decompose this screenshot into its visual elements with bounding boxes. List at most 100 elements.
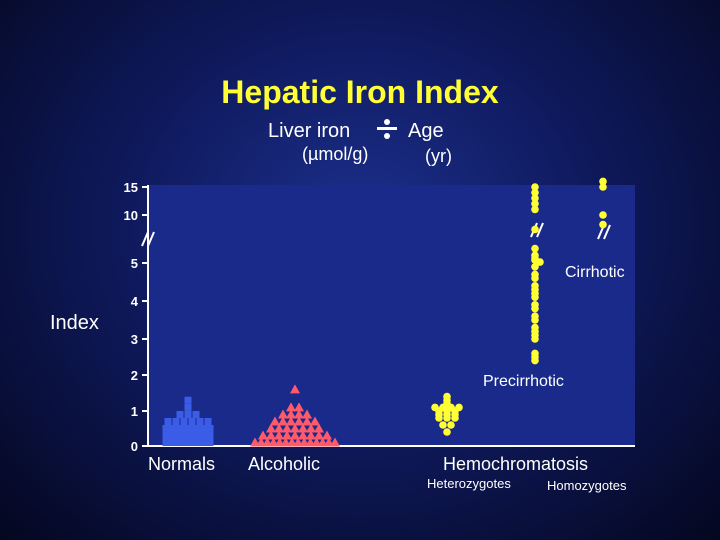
normals-point-33 <box>200 425 208 432</box>
heterozygotes-point-1 <box>439 421 447 429</box>
alcoholic-point-9 <box>274 423 284 433</box>
formula-numerator: Liver iron <box>268 120 351 142</box>
normals-point-37 <box>206 425 214 432</box>
chart-title: Hepatic Iron Index <box>221 74 499 110</box>
alcoholic-point-35 <box>314 430 324 440</box>
normals-point-19 <box>181 425 189 432</box>
alcoholic-point-8 <box>274 430 284 440</box>
homozygotes-point-6 <box>531 323 539 332</box>
homozygotes-point-23 <box>531 225 539 234</box>
formula-numerator-unit: (µmol/g) <box>302 144 369 164</box>
alcoholic-point-14 <box>278 416 288 426</box>
homozygotes-point-25 <box>531 200 539 208</box>
normals-point-28 <box>195 432 203 439</box>
alcoholic-point-30 <box>306 430 316 440</box>
y-tick-label: 15 <box>124 180 138 195</box>
y-tick-label: 4 <box>131 294 139 309</box>
heterozygotes-point-4 <box>431 403 439 412</box>
heterozygotes-point-18 <box>455 403 463 412</box>
alcoholic-point-24 <box>298 430 308 440</box>
alcoholic-point-33 <box>302 409 312 419</box>
alcoholic-point-31 <box>306 423 316 433</box>
alcoholic-point-13 <box>282 423 292 433</box>
alcoholic-point-5 <box>266 430 276 440</box>
homozygotes-point-21 <box>531 251 539 260</box>
normals-point-29 <box>193 425 201 432</box>
alcoholic-point-20 <box>286 409 296 419</box>
homozygotes-point-8 <box>531 312 539 321</box>
homozygotes-point-31 <box>599 183 607 191</box>
alcoholic-point-10 <box>270 416 280 426</box>
normals-point-12 <box>175 425 183 432</box>
subcategory-label-homozygotes: Homozygotes <box>547 478 627 493</box>
homozygotes-point-29 <box>599 220 607 229</box>
y-tick-label: 3 <box>131 332 138 347</box>
annotation-cirrhotic: Cirrhotic <box>565 264 625 281</box>
homozygotes-point-28 <box>531 183 539 191</box>
normals-point-23 <box>190 432 197 439</box>
alcoholic-point-37 <box>310 416 320 426</box>
normals-point-24 <box>187 425 195 432</box>
normals-point-34 <box>204 418 212 425</box>
normals-point-16 <box>184 396 192 404</box>
homozygotes-point-27 <box>531 188 539 197</box>
alcoholic-point-22 <box>290 384 300 394</box>
normals-point-27 <box>196 439 204 446</box>
homozygotes-point-17 <box>531 263 539 271</box>
normals-point-7 <box>173 432 181 439</box>
y-tick-label: 2 <box>131 368 138 383</box>
normals-point-14 <box>176 411 184 418</box>
heterozygotes-point-0 <box>443 428 451 436</box>
alcoholic-point-42 <box>330 437 340 447</box>
normals-point-30 <box>196 418 204 425</box>
alcoholic-point-28 <box>294 402 304 412</box>
y-tick-label: 5 <box>131 256 138 271</box>
alcoholic-point-32 <box>302 416 312 426</box>
normals-point-17 <box>186 439 194 446</box>
y-tick-label: 0 <box>131 439 138 454</box>
heterozygotes-point-5 <box>447 421 455 429</box>
normals-point-1 <box>167 439 175 446</box>
normals-point-11 <box>179 432 186 439</box>
heterozygotes-point-16 <box>443 396 451 405</box>
category-label-normals: Normals <box>148 454 216 474</box>
normals-point-3 <box>172 439 180 446</box>
subcategory-label-heterozygotes: Heterozygotes <box>427 476 511 491</box>
alcoholic-point-17 <box>290 430 300 440</box>
divide-icon <box>377 118 397 142</box>
homozygotes-point-2 <box>531 349 539 358</box>
normals-point-9 <box>164 418 172 425</box>
homozygotes-point-16 <box>531 270 539 279</box>
normals-point-36 <box>206 432 214 439</box>
alcoholic-point-27 <box>294 409 304 419</box>
y-axis-break-mark <box>147 231 155 247</box>
alcoholic-point-26 <box>294 416 304 426</box>
alcoholic-point-21 <box>286 402 296 412</box>
homozygotes-point-14 <box>531 282 539 290</box>
normals-point-35 <box>206 439 214 446</box>
alcoholic-point-39 <box>322 430 332 440</box>
alcoholic-point-36 <box>314 423 324 433</box>
normals-point-31 <box>201 439 209 446</box>
alcoholic-point-18 <box>290 423 300 433</box>
formula-denominator-unit: (yr) <box>425 146 452 166</box>
alcoholic-point-19 <box>286 416 296 426</box>
normals-point-0 <box>162 439 170 446</box>
y-tick-label: 10 <box>124 208 138 223</box>
normals-point-18 <box>184 432 192 439</box>
y-axis-label: Index <box>50 312 99 334</box>
alcoholic-point-12 <box>282 430 292 440</box>
heterozygotes-point-11 <box>435 410 443 419</box>
homozygotes-point-24 <box>531 205 539 214</box>
homozygotes-point-26 <box>531 194 539 202</box>
normals-point-5 <box>162 425 170 432</box>
alcoholic-point-6 <box>266 423 276 433</box>
alcoholic-point-3 <box>258 430 268 440</box>
heterozygotes-point-17 <box>451 410 459 419</box>
normals-point-4 <box>168 432 175 439</box>
heterozygotes-point-13 <box>439 403 447 412</box>
homozygotes-point-10 <box>531 301 539 309</box>
normals-point-32 <box>201 432 208 439</box>
homo-column-break-mark <box>603 224 611 240</box>
